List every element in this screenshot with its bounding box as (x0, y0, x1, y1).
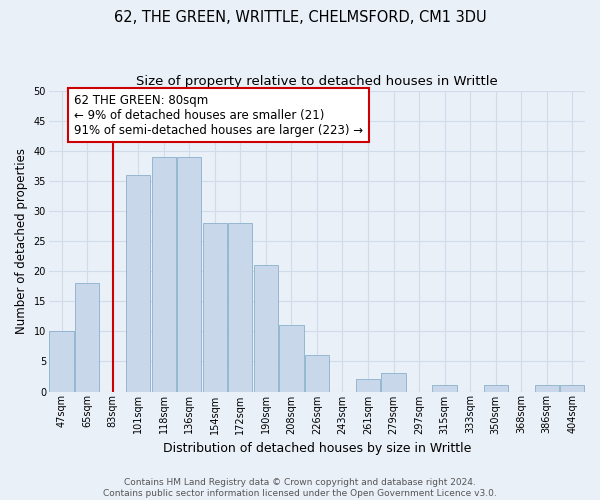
Text: 62 THE GREEN: 80sqm
← 9% of detached houses are smaller (21)
91% of semi-detache: 62 THE GREEN: 80sqm ← 9% of detached hou… (74, 94, 364, 136)
Bar (305, 356, 329, 392)
Bar (228, 223, 253, 392)
Bar (356, 380, 380, 392)
Bar (484, 386, 508, 392)
Bar (75, 283, 99, 392)
X-axis label: Distribution of detached houses by size in Writtle: Distribution of detached houses by size … (163, 442, 471, 455)
Title: Size of property relative to detached houses in Writtle: Size of property relative to detached ho… (136, 75, 498, 88)
Bar (535, 386, 559, 392)
Bar (152, 157, 176, 392)
Bar (382, 374, 406, 392)
Bar (560, 386, 584, 392)
Bar (177, 157, 202, 392)
Bar (279, 326, 304, 392)
Bar (126, 175, 151, 392)
Bar (254, 265, 278, 392)
Y-axis label: Number of detached properties: Number of detached properties (15, 148, 28, 334)
Text: Contains HM Land Registry data © Crown copyright and database right 2024.
Contai: Contains HM Land Registry data © Crown c… (103, 478, 497, 498)
Bar (433, 386, 457, 392)
Bar (203, 223, 227, 392)
Bar (49, 332, 74, 392)
Text: 62, THE GREEN, WRITTLE, CHELMSFORD, CM1 3DU: 62, THE GREEN, WRITTLE, CHELMSFORD, CM1 … (113, 10, 487, 25)
